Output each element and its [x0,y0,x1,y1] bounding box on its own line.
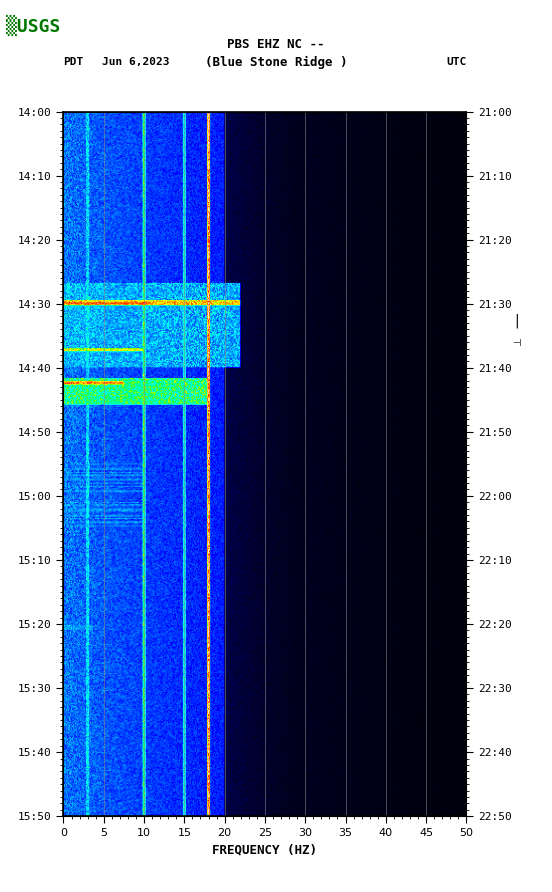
Text: ⊣: ⊣ [512,338,521,349]
Text: UTC: UTC [446,57,466,68]
X-axis label: FREQUENCY (HZ): FREQUENCY (HZ) [213,844,317,856]
Text: |: | [514,314,518,328]
Text: ▒USGS: ▒USGS [6,15,60,37]
Text: (Blue Stone Ridge ): (Blue Stone Ridge ) [205,56,347,69]
Text: Jun 6,2023: Jun 6,2023 [102,57,169,68]
Text: PBS EHZ NC --: PBS EHZ NC -- [227,38,325,51]
Text: PDT: PDT [63,57,84,68]
